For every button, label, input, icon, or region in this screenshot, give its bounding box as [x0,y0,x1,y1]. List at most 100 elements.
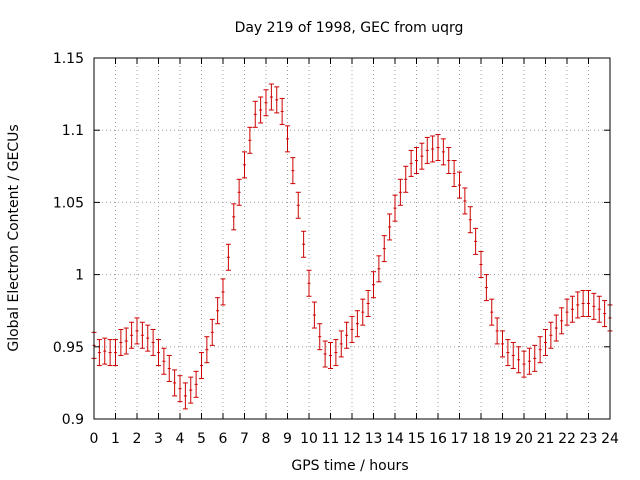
data-point [204,336,210,364]
data-point [494,317,500,345]
x-tick-label: 9 [283,431,292,447]
data-point [516,346,522,374]
data-point [279,97,285,125]
data-point [365,289,371,317]
data-point [500,330,505,358]
y-tick-label: 1.1 [62,123,84,139]
data-point [419,142,425,170]
data-point [467,206,473,234]
x-tick-label: 4 [176,431,185,447]
data-point [569,295,575,323]
data-point [166,354,172,382]
data-point [274,86,280,114]
x-tick-label: 14 [386,431,404,447]
x-tick-label: 23 [580,431,598,447]
data-point [225,243,231,271]
data-point [580,289,586,317]
x-tick-label: 1 [111,431,120,447]
data-point [156,339,161,367]
x-tick-label: 7 [240,431,249,447]
data-point [311,301,317,329]
data-point [510,341,516,369]
data-point [209,318,215,346]
data-point [295,191,301,219]
x-tick-label: 5 [197,431,206,447]
data-point [575,291,581,319]
data-point [430,135,436,163]
data-point [118,328,124,356]
x-tick-label: 10 [300,431,318,447]
data-point [220,278,226,306]
data-point [397,178,403,206]
x-tick-label: 21 [537,431,555,447]
x-tick-label: 15 [408,431,426,447]
data-point [333,339,339,367]
data-point [591,292,597,320]
data-point [381,235,387,263]
data-point [424,136,430,164]
data-point [403,165,409,193]
data-point [559,307,565,335]
data-point [414,147,419,175]
chart-title: Day 219 of 1998, GEC from uqrg [235,20,464,36]
data-point [231,203,237,231]
data-point [242,151,247,179]
data-point [548,321,554,349]
data-point [247,126,253,154]
data-point [290,157,296,185]
data-point [258,96,264,124]
x-tick-label: 2 [133,431,142,447]
data-point [199,352,204,380]
y-axis-label: Global Electron Content / GECUs [6,124,22,351]
data-point [371,271,376,299]
x-tick-label: 13 [365,431,383,447]
x-tick-label: 24 [601,431,619,447]
data-point [96,339,102,367]
data-point [150,328,156,356]
data-point [435,134,441,162]
data-point [252,100,258,128]
data-point [521,350,527,378]
data-point [317,323,323,351]
data-point [306,269,312,297]
data-point [564,298,570,326]
data-point [596,295,602,323]
data-point [188,376,194,404]
data-point [193,370,199,398]
data-point [123,327,129,355]
x-tick-label: 20 [515,431,533,447]
data-point [129,321,135,349]
x-tick-label: 22 [558,431,576,447]
data-point [161,347,167,375]
x-tick-label: 3 [154,431,163,447]
y-tick-label: 0.95 [53,340,84,356]
data-point [360,298,366,326]
data-point [236,178,242,206]
x-tick-label: 0 [90,431,99,447]
x-tick-label: 18 [472,431,490,447]
data-point [134,317,140,345]
data-point [322,340,328,368]
data-point [172,369,178,397]
x-tick-label: 12 [343,431,361,447]
data-point [338,330,344,358]
data-point [139,321,145,349]
x-tick-label: 16 [429,431,447,447]
data-point [457,171,462,199]
data-point [177,375,183,403]
data-point [489,298,495,326]
data-point [537,336,543,364]
data-point [145,324,151,352]
data-point [344,321,350,349]
data-point [602,300,608,328]
data-point [526,347,532,375]
data-point [328,341,333,369]
data-point [387,213,393,241]
axis-ticks: 0 1 2 3 4 5 6 7 8 9 10 11 12 13 14 15 16 17 18 19 20 21 22 23 24… [53,51,619,447]
data-point [483,274,489,302]
data-point [478,250,484,278]
data-point [440,138,446,166]
x-tick-label: 17 [451,431,469,447]
data-point [107,339,113,367]
